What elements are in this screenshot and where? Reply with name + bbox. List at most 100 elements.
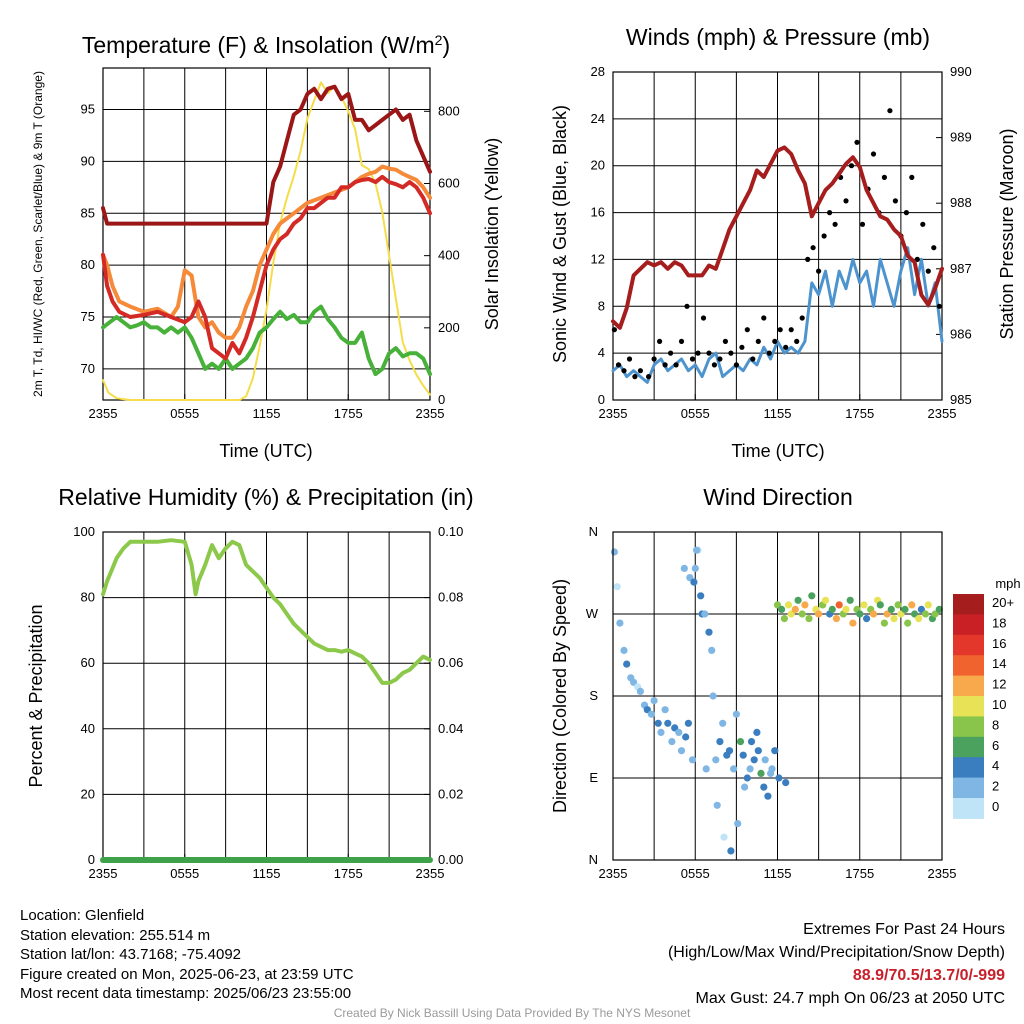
gust-point: [678, 338, 685, 344]
direction-point: [693, 546, 701, 554]
rh-ytick-right-label: 0.00: [438, 852, 463, 867]
rh-ytick-right-label: 0.10: [438, 524, 463, 539]
solar-ylabel-right: Solar Insolation (Yellow): [482, 138, 502, 330]
direction-point: [860, 601, 868, 609]
gust-point: [816, 268, 822, 274]
rh-xtick-label: 1155: [253, 866, 281, 881]
direction-point: [739, 751, 747, 759]
wind-ytick-label: 28: [591, 64, 605, 79]
wind-ytick-label: 4: [598, 345, 605, 360]
direction-point: [849, 619, 857, 627]
station-pressure-line: [611, 145, 944, 330]
wind-direction-panel: Wind Direction Direction (Colored By Spe…: [550, 484, 1021, 881]
temperature-panel: Temperature (F) & Insolation (W/m2) Time…: [31, 32, 502, 461]
speed-legend-swatch: [953, 675, 984, 697]
direction-point: [684, 719, 693, 727]
gust-point: [832, 221, 838, 227]
wind-xtick-label: 2355: [928, 406, 957, 421]
wind-ytick-right-label: 990: [950, 64, 972, 79]
speed-legend-swatch: [953, 634, 984, 656]
direction-point: [821, 596, 830, 604]
temperature-ylabel-left: 2m T, Td, HI/WC (Red, Green, Scarlet/Blu…: [31, 71, 45, 397]
temp-ytick-right-label: 400: [438, 248, 460, 263]
direction-point: [778, 605, 786, 614]
dir-frame: [612, 531, 943, 861]
gust-point: [717, 356, 723, 362]
speed-legend-label: 0: [992, 799, 999, 814]
gust-point: [881, 174, 888, 180]
gust-point: [621, 368, 627, 374]
direction-point: [709, 692, 717, 700]
temp-ytick-right-label: 200: [438, 320, 460, 335]
direction-point: [883, 610, 891, 618]
direction-point: [876, 601, 884, 609]
speed-legend-swatch: [953, 716, 984, 738]
direction-point: [904, 619, 912, 627]
speed-legend-label: 8: [992, 717, 999, 732]
speed-legend-swatch: [953, 696, 984, 717]
direction-point: [719, 719, 727, 727]
gust-point: [810, 245, 816, 251]
elevation-text: Station elevation: 255.514 m: [20, 926, 211, 944]
rh-xtick-label: 1755: [334, 866, 363, 881]
temperature-xlabel: Time (UTC): [219, 441, 312, 461]
direction-point: [650, 697, 658, 705]
temp-ytick-label: 80: [81, 257, 95, 272]
direction-point: [610, 548, 619, 556]
gust-point: [662, 362, 668, 368]
speed-legend-swatch: [953, 736, 984, 758]
wind-xtick-label: 1755: [845, 406, 874, 421]
direction-point: [691, 564, 699, 573]
wind-ytick-label: 16: [591, 205, 605, 220]
direction-point: [736, 738, 745, 746]
wind-ytick-right-label: 988: [950, 195, 972, 210]
rh-ytick-right-label: 0.08: [438, 590, 463, 605]
direction-point: [815, 610, 823, 618]
direction-point: [880, 619, 889, 627]
direction-point: [757, 769, 765, 778]
direction-point: [856, 610, 864, 618]
extremes-values: 88.9/70.5/13.7/0/-999: [852, 967, 1005, 984]
direction-point: [890, 615, 898, 623]
rh-ytick-right-label: 0.04: [438, 721, 463, 736]
direction-point: [911, 610, 919, 618]
temp-xtick-label: 2355: [416, 406, 445, 421]
direction-point: [832, 615, 841, 623]
direction-point: [705, 628, 713, 636]
direction-point: [935, 605, 943, 614]
dir-ytick-label: S: [589, 688, 598, 703]
gust-point: [651, 356, 657, 362]
speed-legend-label: 14: [992, 656, 1006, 671]
gust-point: [925, 268, 931, 274]
speed-legend-swatch: [953, 798, 984, 819]
direction-point: [690, 578, 698, 586]
temp-frame: [102, 67, 431, 401]
temp-ytick-label: 90: [81, 153, 95, 168]
direction-point: [761, 756, 769, 764]
humidity-title: Relative Humidity (%) & Precipitation (i…: [58, 484, 473, 510]
speed-legend-swatch: [953, 614, 984, 636]
wind-ytick-right-label: 987: [950, 261, 972, 276]
direction-point: [716, 738, 724, 746]
direction-point: [798, 610, 806, 618]
direction-point: [863, 615, 871, 623]
direction-point: [734, 820, 742, 828]
direction-point: [828, 605, 836, 614]
gust-point: [766, 350, 772, 356]
direction-point: [677, 747, 686, 755]
speed-legend-label: 6: [992, 738, 999, 753]
gust-point: [931, 245, 937, 251]
dir-xtick-label: 2355: [599, 866, 628, 881]
rh-ytick-right-label: 0.06: [438, 655, 463, 670]
temperature-title: Temperature (F) & Insolation (W/m2): [82, 32, 450, 58]
gust-point: [892, 198, 899, 204]
direction-point: [750, 756, 758, 764]
wind-ytick-label: 20: [591, 158, 605, 173]
wind-xtick-label: 1155: [764, 406, 792, 421]
temp-series-solar: [102, 81, 431, 401]
gust-point: [772, 338, 778, 344]
wind-direction-ylabel: Direction (Colored By Speed): [550, 579, 570, 813]
direction-point: [887, 605, 895, 614]
direction-point: [680, 564, 688, 573]
station-info: Location: Glenfield Station elevation: 2…: [20, 906, 354, 1004]
